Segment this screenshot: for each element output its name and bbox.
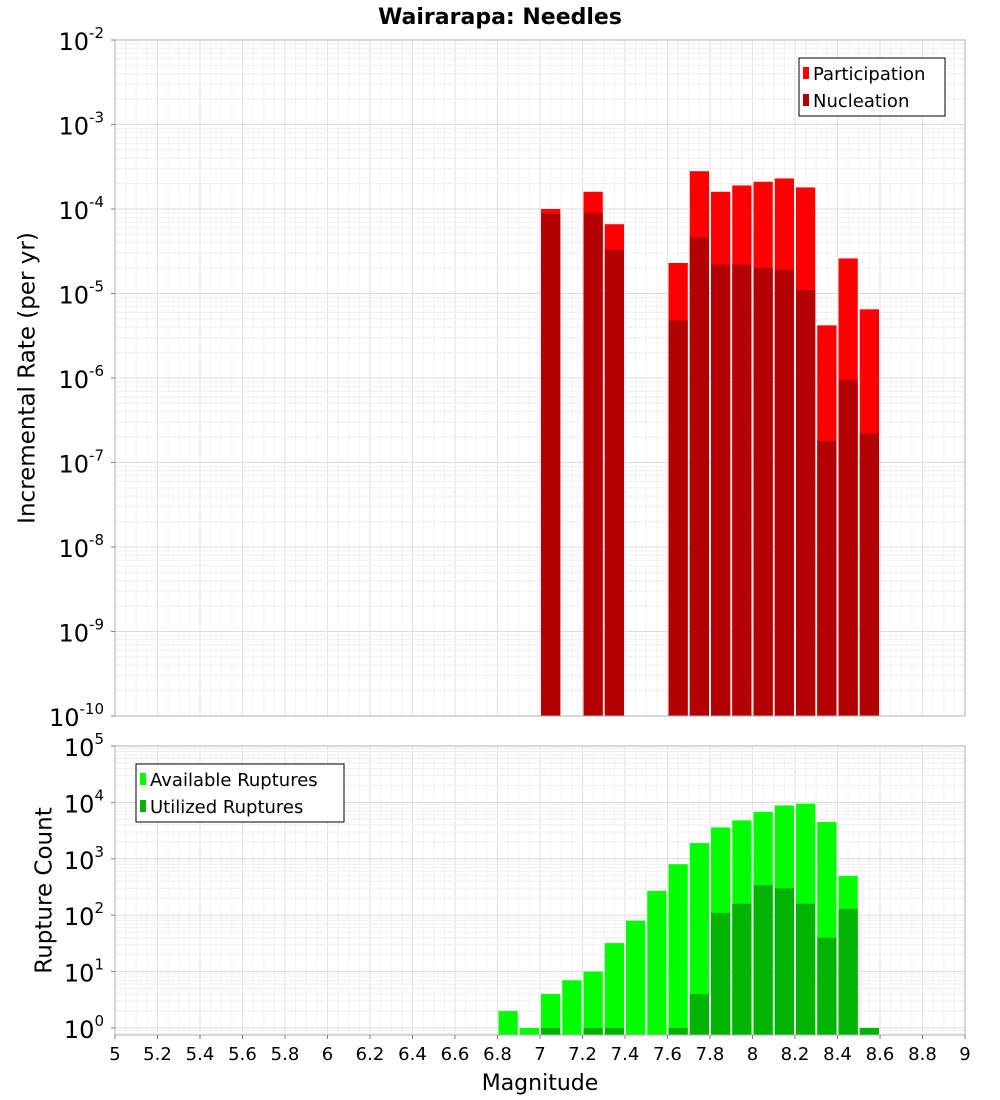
rate-y-tick-label: 10-6 <box>58 362 104 394</box>
count-bar-utilized-ruptures <box>859 1027 879 1035</box>
rate-bar-nucleation <box>541 213 561 716</box>
count-x-tick-label: 7 <box>534 1044 545 1065</box>
rate-grid <box>114 39 966 717</box>
count-bar-available-ruptures <box>668 864 688 1035</box>
rate-y-tick-label: 10-3 <box>58 109 104 141</box>
count-x-tick-label: 7.4 <box>611 1044 640 1065</box>
count-bar-available-ruptures <box>604 943 624 1035</box>
rate-y-tick-label: 10-4 <box>58 193 104 225</box>
rate-bar-nucleation <box>796 290 816 716</box>
count-bar-available-ruptures <box>541 994 561 1035</box>
count-bar-available-ruptures <box>583 971 603 1035</box>
count-y-tick-label: 104 <box>64 786 104 818</box>
count-x-tick-label: 5 <box>109 1044 120 1065</box>
count-x-tick-label: 6.2 <box>356 1044 385 1065</box>
rate-legend-label: Nucleation <box>813 91 909 112</box>
count-bar-available-ruptures <box>562 980 582 1035</box>
count-x-tick-label: 8.4 <box>823 1044 852 1065</box>
count-legend-label: Available Ruptures <box>150 770 318 791</box>
count-bar-utilized-ruptures <box>711 912 731 1035</box>
rupture-count-panel: 100 101 102 103 104 105 Rupture Count 5 5.2 5.4 5.… <box>32 730 971 1096</box>
rate-bar-nucleation <box>732 264 752 716</box>
rate-bar-nucleation <box>753 268 773 716</box>
count-x-tick-label: 8 <box>747 1044 758 1065</box>
count-bar-utilized-ruptures <box>774 888 794 1035</box>
count-x-tick-label: 7.6 <box>653 1044 682 1065</box>
rate-bar-nucleation <box>817 440 837 716</box>
count-bar-available-ruptures <box>689 843 709 1035</box>
count-x-tick-label: 6.8 <box>483 1044 512 1065</box>
count-x-tick-label: 6.6 <box>441 1044 470 1065</box>
rate-bar-nucleation <box>668 320 688 716</box>
count-x-tick-label: 5.6 <box>228 1044 257 1065</box>
count-x-tick-label: 5.2 <box>143 1044 172 1065</box>
count-y-axis-label: Rupture Count <box>32 807 58 973</box>
rate-panel: 10-10 10-9 10-8 10-7 10-6 10-5 10-4 10-3 10-2 Inc… <box>15 24 966 732</box>
rate-bar-nucleation <box>859 433 879 716</box>
count-bar-available-ruptures <box>519 1027 539 1035</box>
rate-y-tick-label: 10-9 <box>58 616 104 648</box>
count-legend-label: Utilized Ruptures <box>150 797 303 818</box>
rate-bar-nucleation <box>774 269 794 716</box>
count-x-tick-label: 5.4 <box>186 1044 215 1065</box>
count-x-axis-label: Magnitude <box>482 1071 599 1096</box>
count-y-tick-label: 102 <box>64 899 104 931</box>
count-bar-available-ruptures <box>626 920 646 1035</box>
count-bar-utilized-ruptures <box>753 885 773 1035</box>
rate-y-tick-label: 10-10 <box>49 700 104 732</box>
count-x-tick-label: 5.8 <box>271 1044 300 1065</box>
count-bar-utilized-ruptures <box>796 903 816 1035</box>
count-bar-available-ruptures <box>647 890 667 1035</box>
rate-y-tick-label: 10-5 <box>58 278 104 310</box>
count-x-tick-label: 6.4 <box>398 1044 427 1065</box>
count-legend-swatch <box>140 773 146 785</box>
count-x-tick-label: 9 <box>959 1044 970 1065</box>
rate-legend-box <box>798 57 946 117</box>
count-x-tick-label: 6 <box>322 1044 333 1065</box>
count-legend-box <box>135 763 345 823</box>
count-bar-utilized-ruptures <box>732 903 752 1035</box>
rate-legend-swatch <box>803 94 809 106</box>
count-bar-utilized-ruptures <box>668 1027 688 1035</box>
count-bar-utilized-ruptures <box>838 908 858 1035</box>
count-bar-utilized-ruptures <box>817 937 837 1035</box>
count-bar-utilized-ruptures <box>541 1027 561 1035</box>
rate-y-axis-label: Incremental Rate (per yr) <box>15 232 41 524</box>
rate-legend-label: Participation <box>813 64 925 85</box>
rate-bar-nucleation <box>711 264 731 716</box>
count-bar-utilized-ruptures <box>604 1027 624 1035</box>
count-y-tick-label: 103 <box>64 843 104 875</box>
chart-title: Wairarapa: Needles <box>378 5 622 30</box>
count-y-tick-label: 100 <box>64 1012 104 1044</box>
rate-y-tick-label: 10-8 <box>58 531 104 563</box>
count-x-tick-label: 8.2 <box>781 1044 810 1065</box>
count-bar-available-ruptures <box>498 1010 518 1035</box>
count-bar-utilized-ruptures <box>689 994 709 1035</box>
count-y-tick-label: 105 <box>64 730 104 762</box>
count-y-tick-label: 101 <box>64 956 104 988</box>
rate-legend: Participation Nucleation <box>798 57 946 117</box>
rate-y-tick-label: 10-7 <box>58 447 104 479</box>
count-x-tick-label: 8.8 <box>908 1044 937 1065</box>
rate-bar-nucleation <box>583 212 603 716</box>
count-x-tick-label: 7.8 <box>696 1044 725 1065</box>
count-x-tick-label: 8.6 <box>866 1044 895 1065</box>
rate-bar-nucleation <box>604 249 624 716</box>
rate-bar-nucleation <box>689 237 709 717</box>
rate-y-tick-label: 10-2 <box>58 24 104 56</box>
count-legend: Available Ruptures Utilized Ruptures <box>135 763 345 823</box>
count-x-tick-label: 7.2 <box>568 1044 597 1065</box>
count-legend-swatch <box>140 800 146 812</box>
rate-legend-swatch <box>803 67 809 79</box>
count-bar-utilized-ruptures <box>583 1027 603 1035</box>
rate-bar-nucleation <box>838 379 858 716</box>
